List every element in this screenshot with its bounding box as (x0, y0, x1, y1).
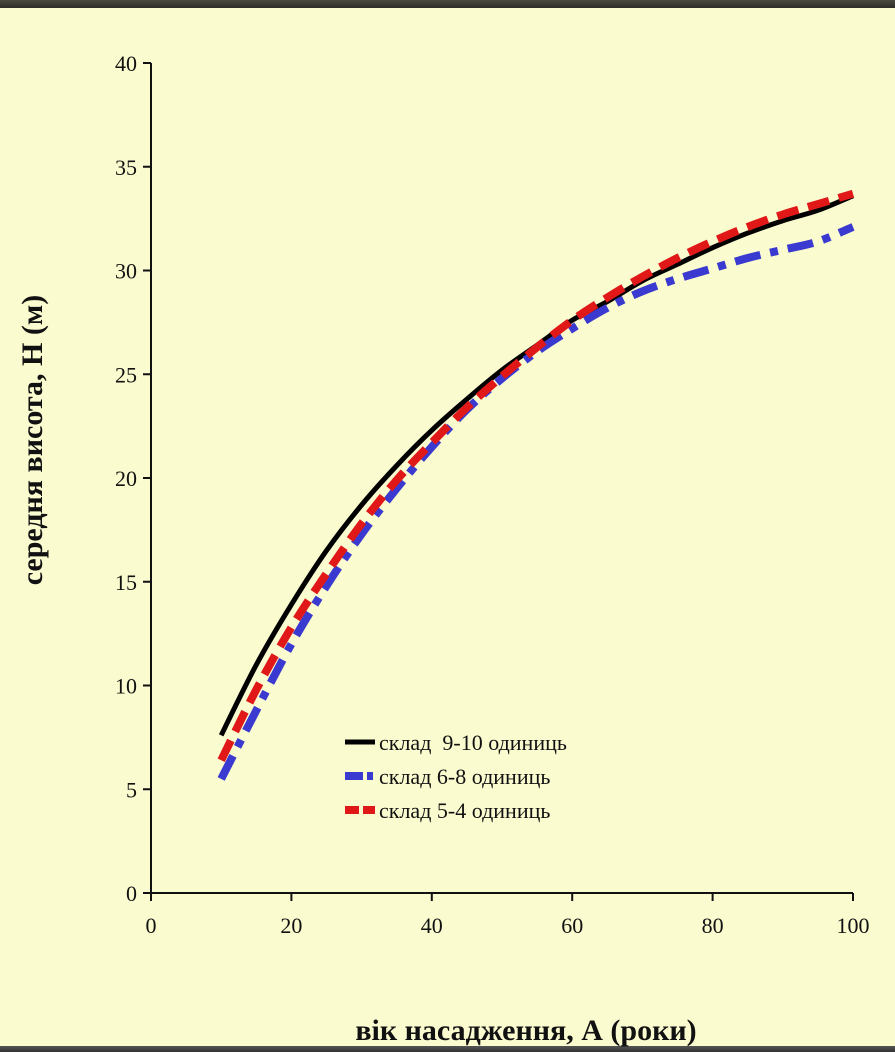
series-line-3 (217, 189, 855, 762)
x-tick-label: 100 (837, 913, 870, 938)
legend-label-2: склад 6-8 одиниць (379, 764, 550, 789)
y-tick-label: 30 (115, 259, 137, 284)
x-tick-label: 80 (702, 913, 724, 938)
x-tick-label: 60 (561, 913, 583, 938)
y-tick-label: 25 (115, 362, 137, 387)
x-axis-title: вік насадження, А (роки) (355, 1014, 696, 1047)
x-tick-label: 0 (146, 913, 157, 938)
ticks: 0 5 10 15 20 25 30 35 40 0 20 40 60 80 100 (115, 51, 870, 938)
y-tick-label: 20 (115, 466, 137, 491)
y-tick-label: 35 (115, 155, 137, 180)
series-line-2 (217, 223, 855, 781)
x-tick-label: 40 (421, 913, 443, 938)
y-tick-label: 15 (115, 570, 137, 595)
y-axis-title: середня висота, Н (м) (16, 295, 49, 586)
series-group (217, 189, 855, 781)
chart-panel (0, 8, 895, 1046)
y-tick-label: 10 (115, 674, 137, 699)
bottom-border-strip (0, 1046, 895, 1052)
y-tick-label: 5 (126, 777, 137, 802)
y-tick-label: 40 (115, 51, 137, 76)
x-tick-label: 20 (280, 913, 302, 938)
legend-label-1: склад 9-10 одиниць (379, 730, 567, 755)
legend: склад 9-10 одиниць склад 6-8 одиниць склад… (345, 730, 567, 823)
y-tick-label: 0 (126, 881, 137, 906)
series-line-1 (218, 193, 854, 737)
top-border-strip (0, 0, 895, 8)
legend-label-3: склад 5-4 одиниць (379, 798, 550, 823)
